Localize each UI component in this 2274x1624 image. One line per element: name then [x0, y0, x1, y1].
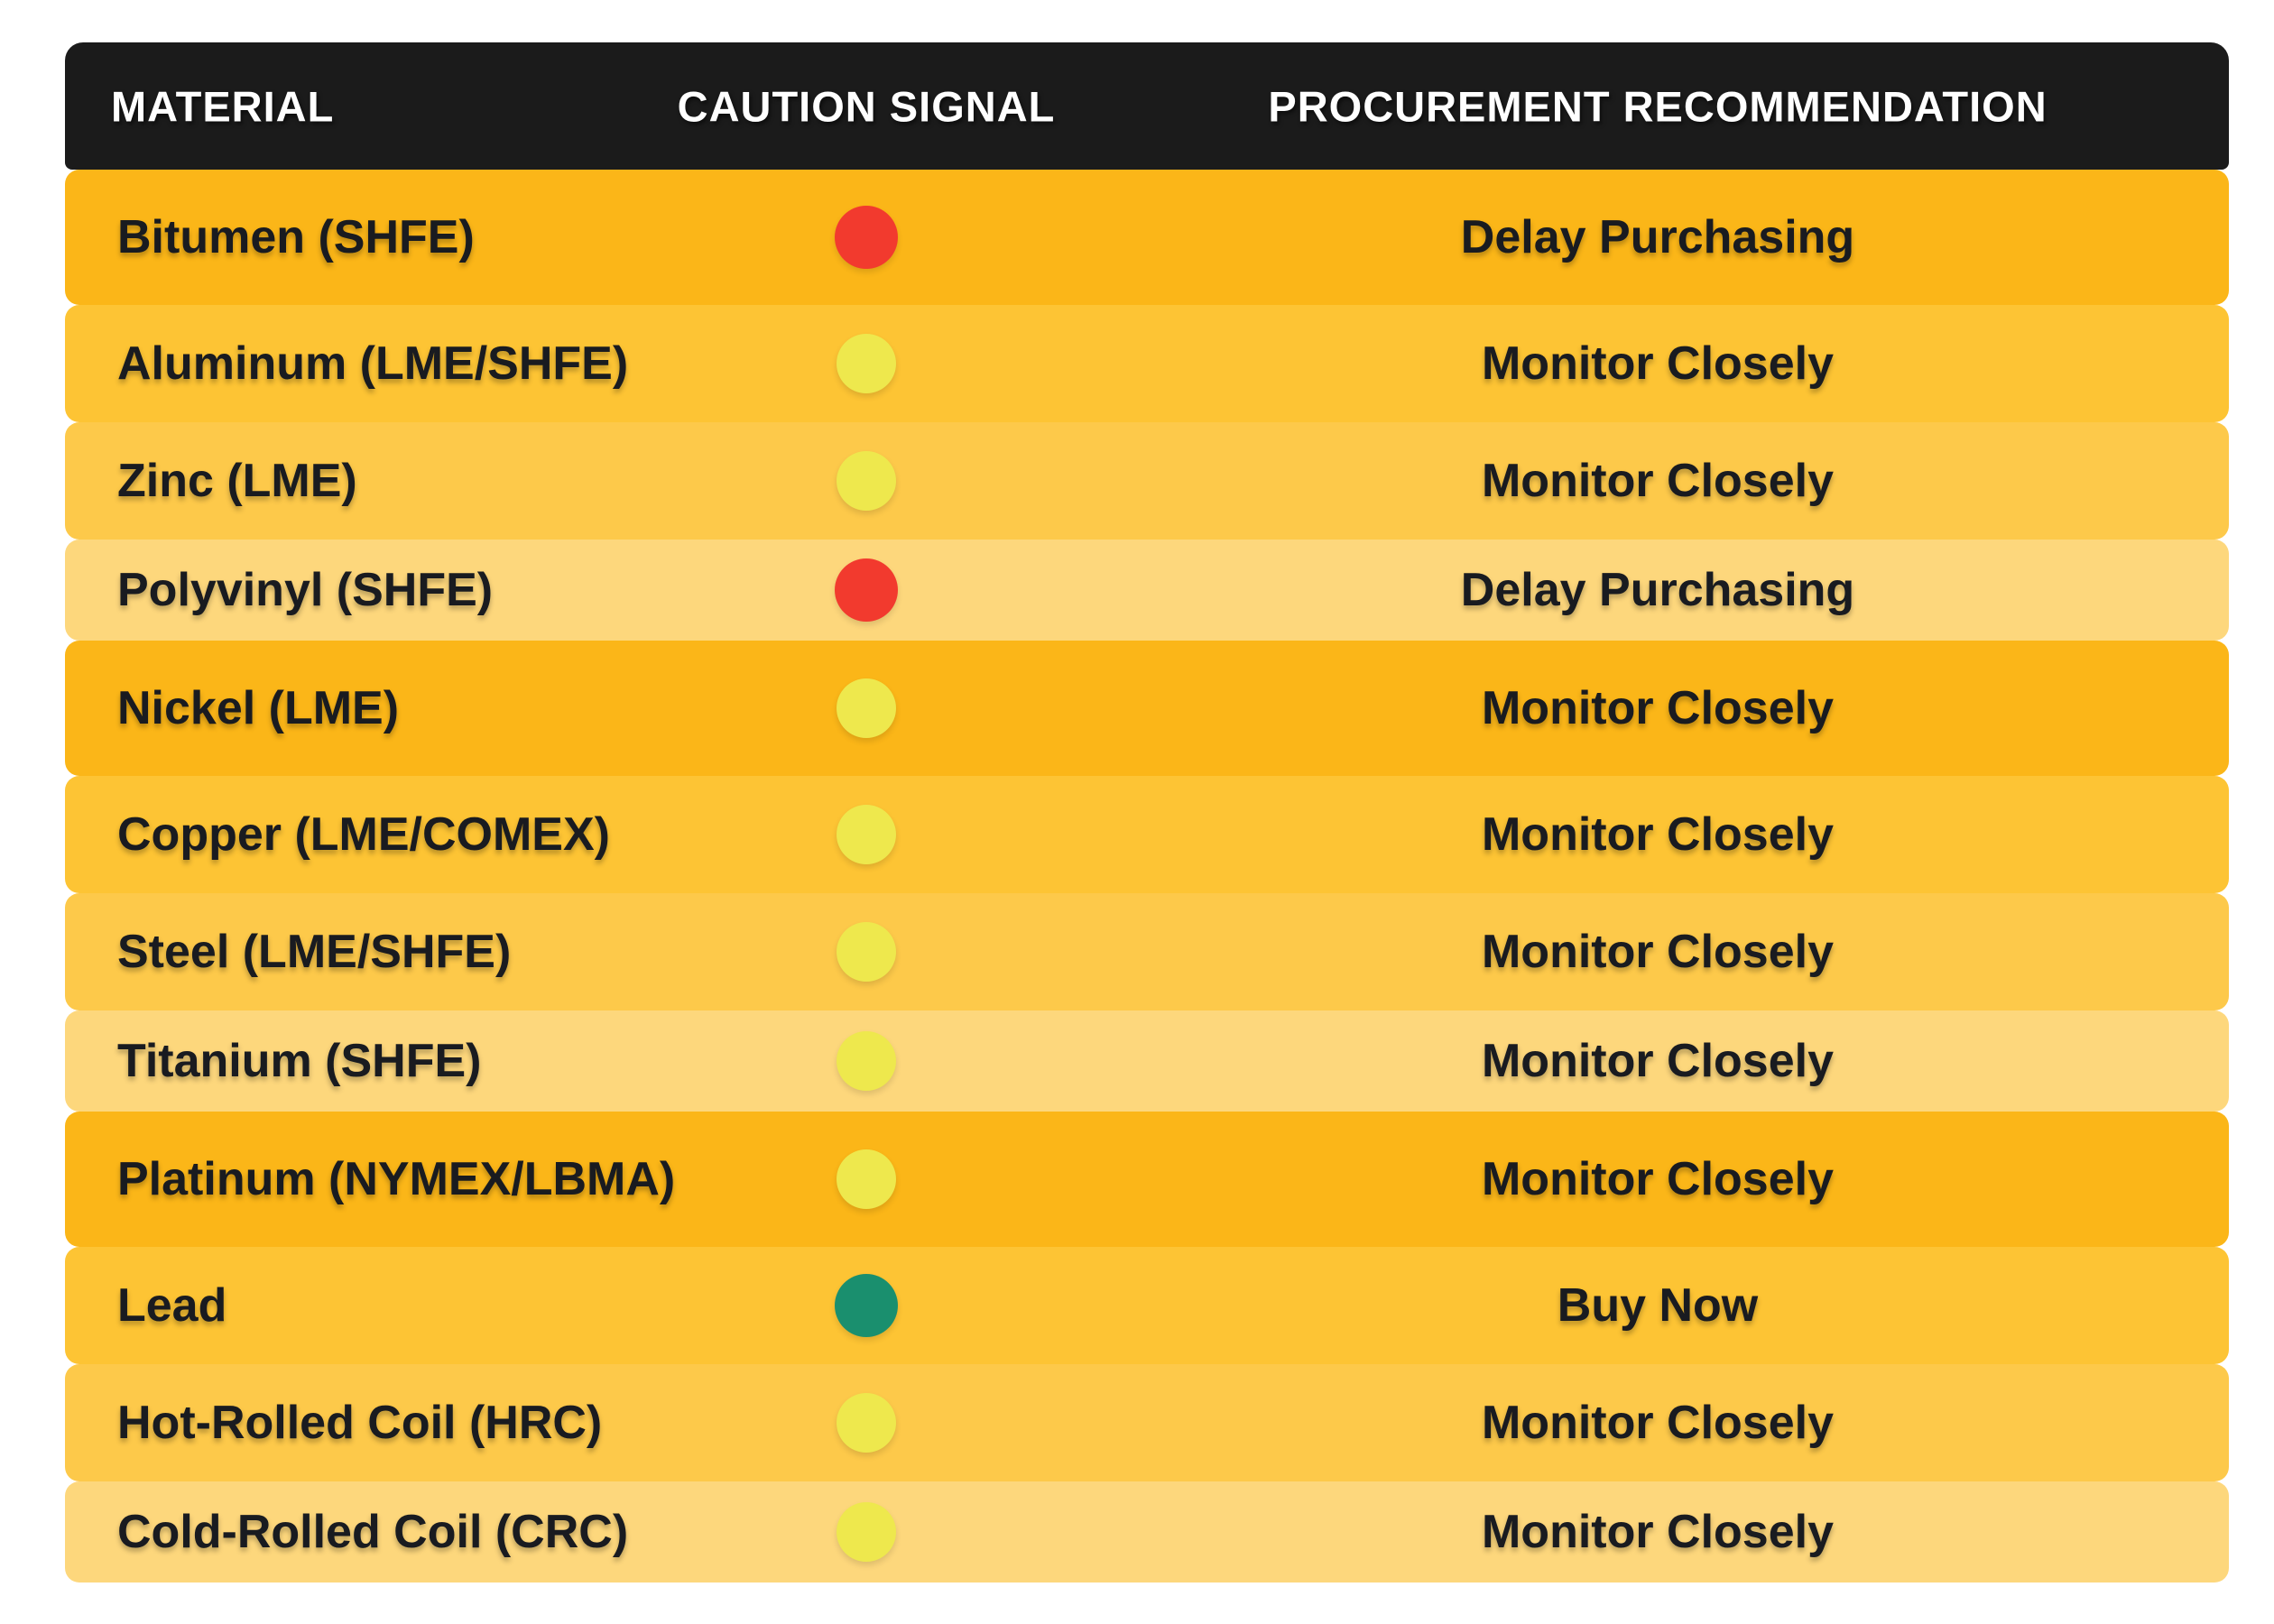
caution-signal-dot-yellow-icon: [837, 1393, 896, 1453]
procurement-table: MATERIAL CAUTION SIGNAL PROCUREMENT RECO…: [65, 42, 2229, 1582]
material-name: Hot-Rolled Coil (HRC): [117, 1397, 603, 1449]
caution-signal-dot-green-icon: [835, 1274, 898, 1337]
caution-signal-dot-yellow-icon: [837, 1149, 896, 1209]
material-name: Platinum (NYMEX/LBMA): [117, 1153, 676, 1205]
caution-signal-dot-yellow-icon: [837, 451, 896, 511]
procurement-recommendation-text: Monitor Closely: [1481, 682, 1835, 734]
table-row: Hot-Rolled Coil (HRC) Monitor Closely: [65, 1364, 2229, 1481]
material-name: Nickel (LME): [117, 682, 400, 734]
caution-signal-dot-yellow-icon: [837, 1502, 896, 1562]
table-row: Bitumen (SHFE) Delay Purchasing: [65, 170, 2229, 305]
material-name: Zinc (LME): [117, 455, 357, 507]
column-header-procurement-recommendation: PROCUREMENT RECOMMENDATION: [1268, 82, 2048, 130]
procurement-recommendation-text: Monitor Closely: [1481, 1506, 1835, 1558]
table-row: Copper (LME/COMEX) Monitor Closely: [65, 776, 2229, 893]
material-name: Aluminum (LME/SHFE): [117, 337, 629, 390]
table-row: Cold-Rolled Coil (CRC) Monitor Closely: [65, 1481, 2229, 1582]
table-row: Platinum (NYMEX/LBMA) Monitor Closely: [65, 1112, 2229, 1247]
procurement-recommendation-text: Monitor Closely: [1481, 337, 1835, 390]
caution-signal-dot-yellow-icon: [837, 805, 896, 864]
procurement-recommendation-text: Monitor Closely: [1481, 455, 1835, 507]
caution-signal-dot-yellow-icon: [837, 922, 896, 982]
table-row: Steel (LME/SHFE) Monitor Closely: [65, 893, 2229, 1010]
table-row: Zinc (LME) Monitor Closely: [65, 422, 2229, 540]
procurement-recommendation-text: Monitor Closely: [1481, 1035, 1835, 1087]
material-name: Cold-Rolled Coil (CRC): [117, 1506, 629, 1558]
caution-signal-dot-yellow-icon: [837, 1031, 896, 1091]
caution-signal-dot-red-icon: [835, 206, 898, 269]
procurement-recommendation-text: Monitor Closely: [1481, 1153, 1835, 1205]
column-header-caution-signal: CAUTION SIGNAL: [677, 82, 1056, 130]
material-name: Polyvinyl (SHFE): [117, 564, 494, 616]
column-header-material: MATERIAL: [111, 82, 335, 130]
material-name: Copper (LME/COMEX): [117, 808, 610, 861]
procurement-recommendation-text: Monitor Closely: [1481, 1397, 1835, 1449]
caution-signal-dot-red-icon: [835, 558, 898, 622]
table-body: Bitumen (SHFE) Delay Purchasing Aluminum…: [65, 170, 2229, 1582]
material-name: Titanium (SHFE): [117, 1035, 482, 1087]
procurement-recommendation-text: Monitor Closely: [1481, 808, 1835, 861]
table-header: MATERIAL CAUTION SIGNAL PROCUREMENT RECO…: [65, 42, 2229, 170]
procurement-recommendation-text: Delay Purchasing: [1460, 564, 1855, 616]
table-row: Aluminum (LME/SHFE) Monitor Closely: [65, 305, 2229, 422]
material-name: Bitumen (SHFE): [117, 211, 475, 263]
procurement-recommendation-text: Buy Now: [1557, 1279, 1759, 1332]
table-row: Polyvinyl (SHFE) Delay Purchasing: [65, 540, 2229, 641]
caution-signal-dot-yellow-icon: [837, 334, 896, 393]
table-row: Lead Buy Now: [65, 1247, 2229, 1364]
procurement-recommendation-text: Monitor Closely: [1481, 926, 1835, 978]
table-row: Titanium (SHFE) Monitor Closely: [65, 1010, 2229, 1112]
material-name: Lead: [117, 1279, 227, 1332]
caution-signal-dot-yellow-icon: [837, 678, 896, 738]
table-row: Nickel (LME) Monitor Closely: [65, 641, 2229, 776]
procurement-recommendation-text: Delay Purchasing: [1460, 211, 1855, 263]
material-name: Steel (LME/SHFE): [117, 926, 512, 978]
